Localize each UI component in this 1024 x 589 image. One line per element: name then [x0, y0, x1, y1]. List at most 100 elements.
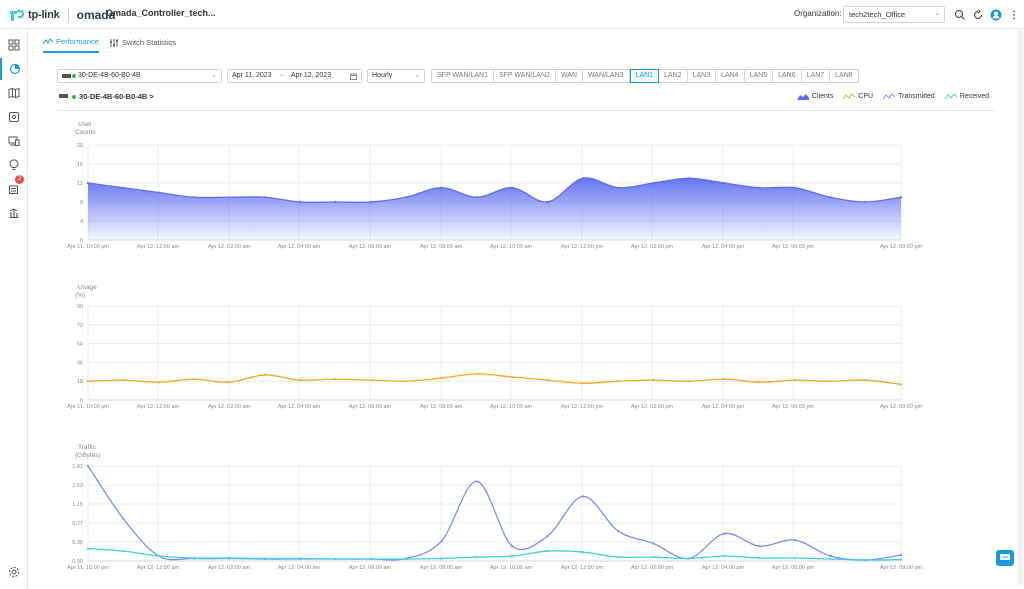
data-point	[86, 464, 90, 468]
port-tab-lan8[interactable]: LAN8	[830, 69, 859, 83]
x-tick-label: Apr 12, 09:00 pm	[880, 565, 923, 571]
tab-performance[interactable]: Performance	[43, 37, 99, 53]
port-tab-lan5[interactable]: LAN5	[744, 69, 774, 83]
legend-item-cpu[interactable]: CPU	[843, 93, 873, 100]
refresh-icon[interactable]	[972, 8, 984, 20]
data-point	[157, 554, 160, 558]
axis-label: (GBytes)	[75, 452, 101, 459]
sidebar-item-dashboard[interactable]	[0, 34, 28, 56]
data-point	[652, 181, 655, 185]
data-point	[546, 549, 549, 553]
scrollbar[interactable]	[1018, 30, 1023, 585]
x-tick-label: Apr 12, 02:00 am	[208, 244, 251, 250]
date-from: Apr 11, 2023	[232, 72, 272, 79]
legend-swatch-icon	[883, 93, 896, 100]
data-point	[440, 376, 443, 380]
data-point	[405, 380, 408, 383]
legend-label: CPU	[858, 93, 874, 100]
port-tab-sfp-wan-lan1[interactable]: SFP WAN/LAN1	[431, 69, 494, 83]
top-bar: tp-link omada Omada_Controller_tech... O…	[0, 0, 1024, 29]
sidebar-item-clients[interactable]	[0, 130, 28, 152]
data-point	[546, 200, 549, 204]
x-tick-label: Apr 12, 10:00 am	[490, 404, 533, 410]
settings-icon	[9, 567, 19, 577]
data-point	[475, 480, 478, 483]
sliders-icon	[109, 38, 118, 47]
data-point	[228, 196, 231, 199]
calendar-icon	[350, 73, 357, 82]
device-select[interactable]: 30-DE-4B-60-B0-4B ⌄	[57, 69, 222, 83]
data-point	[864, 200, 867, 204]
app-title[interactable]: Omada_Controller_tech...	[106, 8, 216, 18]
device-link-label: 30-DE-4B-60-B0-4B >	[79, 92, 154, 101]
x-tick-label: Apr 12, 06:00 am	[349, 565, 392, 571]
chat-support-button[interactable]	[996, 550, 1014, 566]
port-tab-sfp-wan-lan2[interactable]: SFP WAN/LAN2	[493, 69, 556, 83]
data-point	[723, 181, 726, 185]
avatar-icon[interactable]	[990, 8, 1002, 21]
data-point	[899, 553, 903, 557]
data-point	[475, 555, 478, 559]
x-tick-label: Apr 12, 10:00 am	[490, 244, 533, 250]
tab-switch-statistics[interactable]: Switch Statistics	[109, 37, 176, 53]
org-select[interactable]: tech2tech_Office ⌄	[843, 6, 945, 23]
legend-item-received[interactable]: Received	[944, 93, 989, 100]
x-tick-label: Apr 11, 10:00 pm	[67, 244, 109, 250]
axis-label: Usage	[78, 284, 97, 291]
y-tick-label: 1.53	[72, 483, 83, 489]
port-tab-wan-lan3[interactable]: WAN/LAN3	[583, 69, 630, 83]
x-tick-label: Apr 12, 04:00 pm	[702, 244, 745, 250]
sidebar-item-settings[interactable]	[0, 561, 28, 583]
port-tabs: SFP WAN/LAN1 SFP WAN/LAN2 WAN WAN/LAN3 LAN1 L…	[431, 69, 859, 83]
data-point	[864, 379, 867, 382]
clients-icon	[8, 136, 20, 146]
legend-label: Clients	[811, 93, 834, 100]
sidebar-item-map[interactable]	[0, 82, 28, 104]
port-tab-lan6[interactable]: LAN6	[773, 69, 802, 83]
port-tab-lan1[interactable]: LAN1	[629, 69, 660, 83]
port-tab-lan3[interactable]: LAN3	[687, 69, 717, 83]
logo[interactable]: tp-link omada	[8, 6, 115, 24]
data-point	[122, 379, 125, 382]
sidebar-item-devices[interactable]	[0, 106, 28, 128]
online-status-dot	[72, 74, 76, 78]
x-tick-label: Apr 12, 02:00 pm	[631, 244, 674, 250]
port-tab-lan2[interactable]: LAN2	[659, 69, 688, 83]
data-point	[334, 557, 337, 561]
port-tab-wan[interactable]: WAN	[555, 69, 584, 83]
sidebar-item-reports[interactable]	[0, 202, 28, 224]
y-tick-label: 8	[80, 200, 83, 206]
x-tick-label: Apr 12, 04:00 am	[278, 244, 321, 250]
data-point	[228, 381, 231, 384]
data-point	[687, 557, 691, 560]
logs-badge: 2	[15, 175, 25, 184]
legend-item-transmitted[interactable]: Transmitted	[883, 93, 935, 100]
y-tick-label: 18	[77, 379, 83, 385]
data-point	[864, 558, 867, 562]
data-point	[758, 544, 761, 548]
port-tab-lan4[interactable]: LAN4	[716, 69, 745, 83]
axis-label: Counts	[75, 129, 96, 136]
data-point	[86, 547, 90, 550]
search-icon[interactable]	[954, 8, 966, 20]
device-link[interactable]: 30-DE-4B-60-B0-4B >	[59, 92, 154, 101]
data-point	[298, 379, 302, 382]
sidebar-item-statistics[interactable]	[0, 58, 28, 80]
page-tabs: Performance Switch Statistics	[43, 37, 176, 53]
port-tab-lan7[interactable]: LAN7	[801, 69, 831, 83]
x-tick-label: Apr 12, 02:00 pm	[631, 565, 674, 571]
legend-item-clients[interactable]: Clients	[796, 93, 834, 100]
date-range-picker[interactable]: Apr 11, 2023 – Apr 12, 2023	[227, 69, 362, 83]
data-point	[369, 379, 372, 382]
more-options-icon[interactable]	[1008, 8, 1020, 20]
data-point	[334, 378, 337, 381]
sidebar-item-insight[interactable]	[0, 154, 28, 176]
data-point	[723, 532, 726, 535]
sidebar-item-logs[interactable]: 2	[0, 175, 28, 200]
y-tick-label: 16	[77, 162, 83, 168]
y-tick-label: 90	[77, 304, 83, 310]
interval-select[interactable]: Hourly ⌄	[367, 69, 425, 83]
y-tick-label: 0	[80, 238, 83, 244]
y-tick-label: 1.91	[72, 464, 83, 470]
